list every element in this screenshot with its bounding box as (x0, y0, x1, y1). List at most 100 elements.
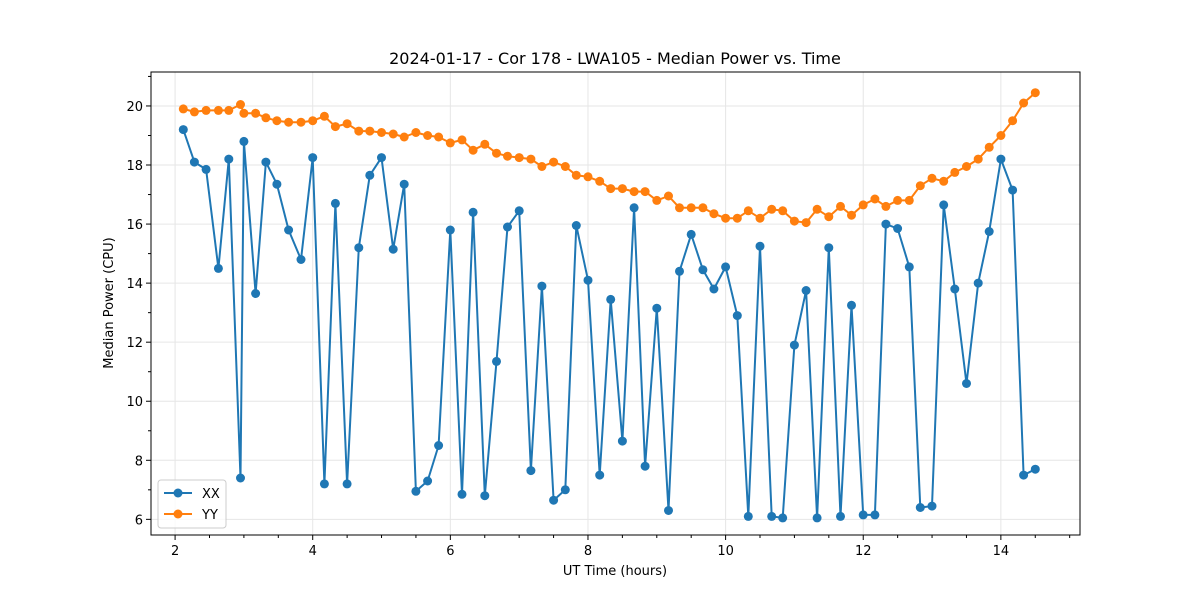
data-point-yy (743, 206, 753, 216)
data-point-yy (411, 128, 421, 137)
y-tick-label: 8 (135, 454, 143, 469)
data-point-xx (767, 511, 777, 521)
data-point-xx (503, 222, 512, 232)
data-point-yy (858, 200, 868, 210)
legend-label-xx: XX (202, 487, 220, 502)
data-point-xx (996, 154, 1006, 164)
data-point-xx (709, 284, 719, 294)
data-point-xx (457, 489, 467, 499)
data-point-yy (847, 210, 856, 220)
data-point-xx (272, 179, 282, 189)
data-point-yy (595, 176, 605, 186)
data-point-xx (778, 513, 788, 523)
x-tick-label: 12 (855, 544, 872, 559)
data-point-yy (1008, 116, 1018, 126)
data-point-yy (514, 153, 524, 163)
data-point-xx (962, 379, 971, 388)
data-point-xx (939, 200, 949, 210)
data-point-yy (236, 100, 245, 109)
data-point-yy (973, 154, 983, 164)
data-point-xx (284, 225, 294, 235)
data-point-yy (549, 157, 559, 167)
data-point-yy (709, 209, 719, 219)
data-point-yy (365, 126, 375, 136)
data-point-yy (1030, 88, 1040, 98)
data-point-yy (261, 113, 271, 123)
data-point-xx (789, 340, 799, 350)
data-point-yy (526, 154, 536, 164)
data-point-yy (778, 206, 788, 216)
y-tick-label: 12 (126, 336, 143, 351)
data-point-yy (721, 213, 731, 223)
axis-ticks: 2 4 6 8 10 12 14 6 8 10 12 14 16 18 20 (126, 75, 1071, 559)
data-point-yy (388, 129, 398, 139)
data-point-yy (284, 117, 294, 127)
data-point-yy (732, 213, 742, 223)
data-point-xx (239, 136, 249, 146)
data-point-yy (836, 201, 845, 211)
data-point-yy (801, 218, 811, 228)
data-point-yy (239, 108, 249, 118)
data-point-yy (629, 187, 639, 197)
data-point-xx (526, 466, 536, 476)
data-point-xx (571, 221, 581, 230)
data-point-xx (686, 229, 696, 239)
data-point-xx (201, 164, 211, 174)
y-axis-label: Median Power (CPU) (102, 237, 117, 368)
data-point-xx (423, 476, 433, 486)
data-point-xx (411, 486, 421, 496)
data-point-xx (560, 485, 570, 495)
data-point-xx (893, 224, 903, 233)
data-point-xx (858, 510, 868, 520)
data-point-xx (652, 303, 662, 313)
data-point-xx (549, 495, 559, 505)
data-point-yy (399, 132, 409, 142)
data-point-xx (189, 157, 199, 167)
data-point-xx (377, 153, 386, 163)
data-point-xx (330, 198, 340, 208)
y-tick-label: 20 (126, 100, 143, 115)
x-tick-label: 6 (446, 544, 454, 559)
data-point-xx (743, 511, 753, 521)
data-point-xx (664, 506, 673, 515)
data-point-yy (606, 184, 616, 194)
data-point-xx (629, 203, 639, 213)
data-point-yy (950, 167, 960, 177)
data-point-xx (514, 206, 524, 216)
data-point-xx (468, 207, 478, 217)
data-point-xx (732, 311, 742, 321)
data-point-yy (698, 203, 708, 213)
data-point-yy (423, 131, 433, 140)
legend-label-yy: YY (201, 508, 218, 523)
data-point-xx (354, 243, 364, 253)
data-point-yy (189, 107, 199, 117)
y-tick-label: 18 (126, 159, 143, 174)
data-point-yy (1019, 98, 1029, 108)
data-point-yy (881, 201, 891, 211)
data-point-yy (583, 172, 593, 182)
data-point-yy (996, 131, 1006, 140)
data-point-yy (178, 104, 188, 114)
data-point-xx (319, 479, 329, 489)
data-point-xx (915, 503, 925, 512)
data-point-xx (870, 510, 880, 520)
data-point-yy (904, 195, 914, 205)
legend-marker-xx (173, 488, 183, 498)
x-axis-label: UT Time (hours) (563, 564, 667, 579)
x-tick-label: 14 (993, 544, 1010, 559)
data-point-xx (698, 265, 708, 275)
data-point-yy (767, 204, 777, 214)
legend: XX YY (157, 479, 227, 529)
data-point-yy (272, 116, 282, 126)
data-point-xx (606, 294, 616, 304)
x-tick-label: 4 (309, 544, 317, 559)
data-point-yy (870, 194, 880, 204)
y-tick-label: 14 (126, 277, 143, 292)
data-point-xx (296, 255, 306, 264)
data-point-xx (824, 243, 834, 253)
data-point-xx (1008, 185, 1018, 195)
data-point-yy (308, 116, 318, 126)
data-point-yy (213, 105, 223, 115)
data-point-yy (319, 111, 329, 121)
data-point-xx (904, 262, 914, 272)
